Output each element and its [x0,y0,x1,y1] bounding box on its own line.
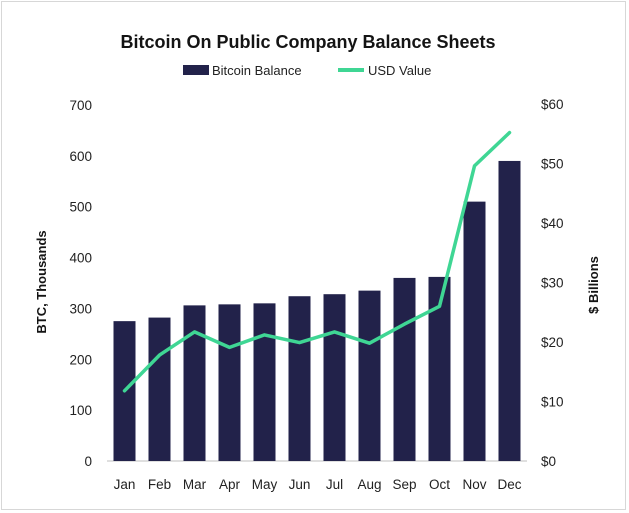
x-tick-label: Jan [114,477,136,492]
y-axis-title: BTC, Thousands [34,230,49,333]
bar-dec [498,160,521,461]
bar-jun [288,296,311,461]
line-series [122,130,512,393]
bar-nov [463,201,486,461]
usd-value-line [122,130,512,393]
x-axis-ticks: Jan Feb Mar Apr May Jun Jul Aug Sep Oct Nov Dec [114,477,522,492]
y2-axis-ticks: $0 $10 $20 $30 $40 $50 $60 [541,97,564,469]
y-tick-label: 500 [69,200,92,215]
y-tick-label: 100 [69,403,92,418]
y-tick-label: 700 [69,98,92,113]
y2-tick-label: $40 [541,216,564,231]
x-tick-label: Mar [183,477,207,492]
bar-series [113,160,521,461]
y-tick-label: 0 [84,454,92,469]
x-tick-label: Nov [462,477,486,492]
y2-tick-label: $10 [541,395,564,410]
y2-tick-label: $30 [541,276,564,291]
bar-oct [428,276,451,461]
y2-tick-label: $0 [541,454,556,469]
legend-swatch-bitcoin-balance [183,65,209,75]
bar-aug [358,290,381,461]
x-tick-label: May [252,477,278,492]
x-tick-label: Sep [392,477,416,492]
y2-tick-label: $50 [541,157,564,172]
bar-sep [393,277,416,461]
x-tick-label: Feb [148,477,171,492]
x-tick-label: Jul [326,477,343,492]
y-tick-label: 400 [69,251,92,266]
legend-label-bitcoin-balance: Bitcoin Balance [212,63,302,78]
x-tick-label: Aug [357,477,381,492]
y-tick-label: 300 [69,301,92,316]
bar-jul [323,294,346,461]
y2-axis-title: $ Billions [586,256,601,314]
y-tick-label: 600 [69,149,92,164]
y-tick-label: 200 [69,352,92,367]
bar-mar [183,305,206,461]
bar-may [253,303,276,461]
y2-tick-label: $60 [541,97,564,112]
y-axis-ticks: 0 100 200 300 400 500 600 700 [69,98,92,469]
x-tick-label: Dec [497,477,521,492]
x-tick-label: Jun [289,477,311,492]
legend-label-usd-value: USD Value [368,63,431,78]
chart-title: Bitcoin On Public Company Balance Sheets [120,32,495,52]
legend: Bitcoin Balance USD Value [183,63,431,78]
y2-tick-label: $20 [541,335,564,350]
x-tick-label: Apr [219,477,241,492]
bar-apr [218,304,241,461]
x-tick-label: Oct [429,477,450,492]
bar-feb [148,317,171,461]
